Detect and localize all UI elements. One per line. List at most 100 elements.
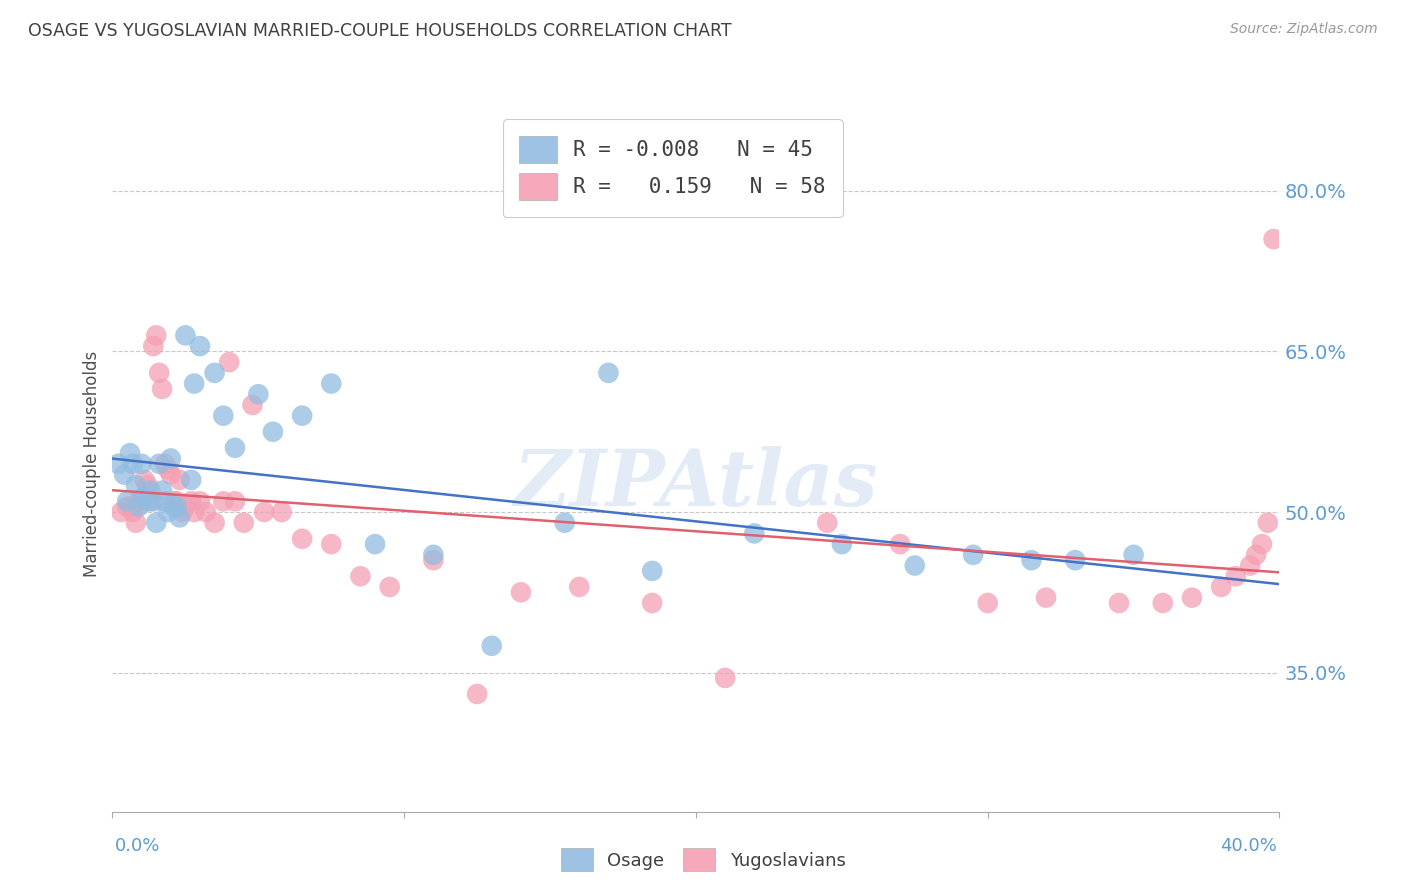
Point: [224, 494, 246, 508]
Point: [112, 467, 135, 482]
Point: [160, 467, 183, 482]
Point: [134, 473, 156, 487]
Point: [128, 500, 150, 514]
Point: [1181, 591, 1204, 605]
Point: [183, 376, 205, 391]
Point: [156, 462, 179, 476]
Point: [153, 457, 176, 471]
Point: [364, 537, 387, 551]
Point: [378, 580, 401, 594]
Point: [242, 398, 264, 412]
Point: [150, 382, 173, 396]
Point: [218, 355, 240, 369]
Point: [262, 425, 284, 439]
Point: [122, 505, 145, 519]
Point: [1064, 553, 1087, 567]
Point: [166, 494, 188, 508]
Point: [1108, 596, 1130, 610]
Point: [180, 473, 202, 487]
Point: [107, 457, 129, 471]
Point: [115, 500, 138, 514]
Point: [831, 537, 853, 551]
Point: [212, 494, 235, 508]
Point: [641, 564, 664, 578]
Point: [212, 409, 235, 423]
Point: [641, 596, 664, 610]
Point: [174, 328, 197, 343]
Point: [1239, 558, 1261, 573]
Point: [204, 516, 226, 530]
Point: [321, 537, 343, 551]
Point: [139, 494, 162, 508]
Point: [247, 387, 270, 401]
Y-axis label: Married-couple Households: Married-couple Households: [83, 351, 101, 577]
Point: [136, 494, 159, 508]
Point: [150, 483, 173, 498]
Point: [291, 409, 314, 423]
Point: [962, 548, 984, 562]
Point: [204, 366, 226, 380]
Point: [163, 494, 186, 508]
Point: [188, 494, 211, 508]
Point: [122, 457, 145, 471]
Text: ZIPAtlas: ZIPAtlas: [513, 447, 879, 523]
Point: [1244, 548, 1267, 562]
Point: [110, 505, 132, 519]
Point: [1035, 591, 1057, 605]
Point: [183, 505, 205, 519]
Point: [136, 478, 159, 492]
Point: [1251, 537, 1274, 551]
Point: [1263, 232, 1285, 246]
Point: [422, 553, 444, 567]
Point: [1257, 516, 1279, 530]
Text: 0.0%: 0.0%: [115, 837, 160, 855]
Point: [148, 366, 170, 380]
Point: [118, 500, 141, 514]
Point: [1152, 596, 1174, 610]
Point: [904, 558, 927, 573]
Point: [224, 441, 246, 455]
Point: [118, 446, 141, 460]
Point: [742, 526, 765, 541]
Point: [169, 473, 191, 487]
Point: [232, 516, 254, 530]
Point: [142, 494, 165, 508]
Point: [125, 516, 148, 530]
Point: [153, 494, 176, 508]
Point: [554, 516, 576, 530]
Point: [156, 505, 179, 519]
Point: [598, 366, 620, 380]
Text: 40.0%: 40.0%: [1220, 837, 1277, 855]
Point: [481, 639, 503, 653]
Point: [134, 489, 156, 503]
Point: [160, 451, 183, 466]
Point: [169, 510, 191, 524]
Point: [128, 494, 150, 508]
Point: [145, 516, 167, 530]
Point: [194, 505, 217, 519]
Point: [889, 537, 911, 551]
Legend: Osage, Yugoslavians: Osage, Yugoslavians: [554, 841, 852, 879]
Legend: R = -0.008   N = 45, R =   0.159   N = 58: R = -0.008 N = 45, R = 0.159 N = 58: [502, 120, 842, 217]
Text: Source: ZipAtlas.com: Source: ZipAtlas.com: [1230, 22, 1378, 37]
Point: [465, 687, 488, 701]
Text: OSAGE VS YUGOSLAVIAN MARRIED-COUPLE HOUSEHOLDS CORRELATION CHART: OSAGE VS YUGOSLAVIAN MARRIED-COUPLE HOUS…: [28, 22, 731, 40]
Point: [1209, 580, 1232, 594]
Point: [131, 457, 153, 471]
Point: [188, 339, 211, 353]
Point: [1122, 548, 1144, 562]
Point: [253, 505, 276, 519]
Point: [291, 532, 314, 546]
Point: [815, 516, 838, 530]
Point: [1021, 553, 1043, 567]
Point: [139, 483, 162, 498]
Point: [422, 548, 444, 562]
Point: [115, 494, 138, 508]
Point: [148, 457, 170, 471]
Point: [180, 494, 202, 508]
Point: [145, 328, 167, 343]
Point: [172, 505, 194, 519]
Point: [1225, 569, 1247, 583]
Point: [270, 505, 292, 519]
Point: [509, 585, 531, 599]
